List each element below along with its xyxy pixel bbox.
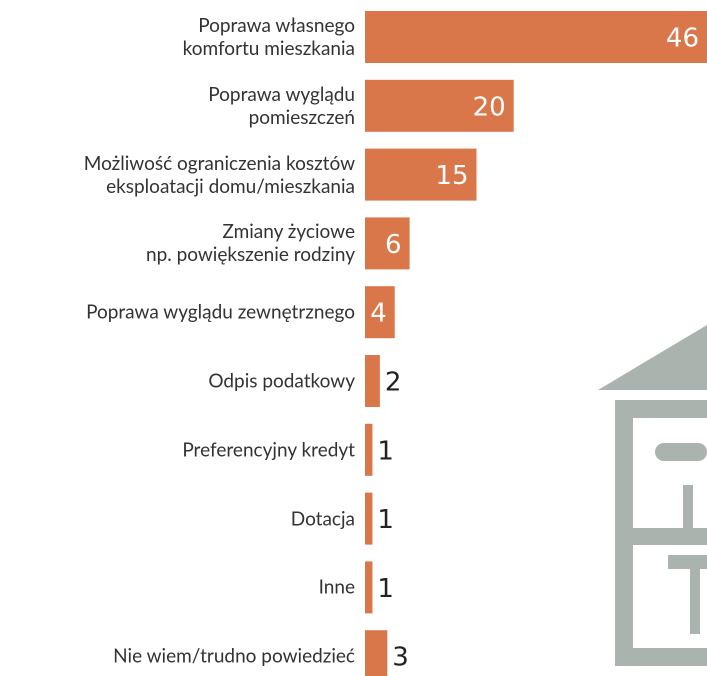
bar	[365, 561, 372, 613]
value-label: 6	[385, 230, 402, 260]
category-label: Możliwość ograniczenia kosztów eksploata…	[5, 152, 355, 198]
value-label: 1	[377, 436, 394, 466]
category-label: Inne	[5, 576, 355, 599]
category-label: Poprawa wyglądu zewnętrznego	[5, 301, 355, 324]
value-label: 1	[377, 574, 394, 604]
value-label: 4	[370, 299, 387, 329]
category-label: Poprawa własnego komfortu mieszkania	[5, 14, 355, 60]
category-label: Nie wiem/trudno powiedzieć	[5, 645, 355, 668]
bar	[365, 11, 707, 63]
category-label: Zmiany życiowe np. powiększenie rodziny	[5, 220, 355, 266]
house-illustration	[598, 325, 707, 666]
value-label: 3	[392, 643, 409, 673]
category-label: Poprawa wyglądu pomieszczeń	[5, 83, 355, 129]
value-label: 46	[666, 24, 699, 54]
page: {"chart_data":{"type":"bar","orientation…	[0, 0, 707, 676]
category-label: Dotacja	[5, 507, 355, 530]
value-label: 1	[377, 505, 394, 535]
category-label: Preferencyjny kredyt	[5, 438, 355, 461]
bar	[365, 630, 387, 676]
bar	[365, 355, 380, 407]
bar	[365, 424, 372, 476]
value-label: 15	[435, 161, 468, 191]
value-label: 20	[473, 92, 506, 122]
value-label: 2	[385, 368, 402, 398]
category-label: Odpis podatkowy	[5, 370, 355, 393]
bar	[365, 493, 372, 545]
